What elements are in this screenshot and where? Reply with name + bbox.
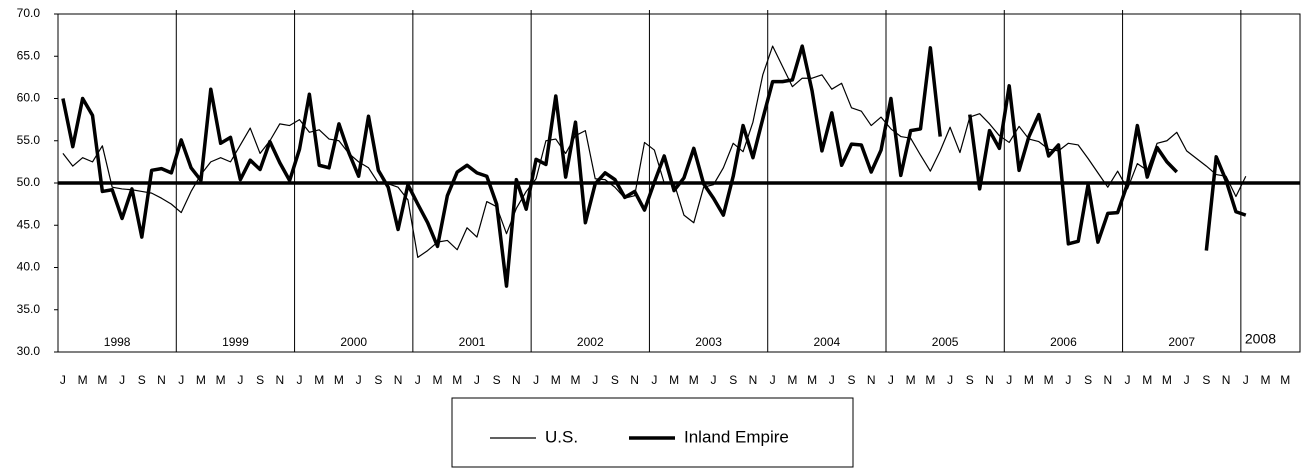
x-tick-label: J	[888, 373, 894, 387]
x-tick-label: M	[216, 373, 226, 387]
x-tick-label: J	[119, 373, 125, 387]
x-tick-label: M	[807, 373, 817, 387]
x-tick-label: M	[334, 373, 344, 387]
x-tick-label: S	[493, 373, 501, 387]
x-tick-label: J	[1065, 373, 1071, 387]
x-tick-label: J	[711, 373, 717, 387]
year-label: 1998	[104, 335, 131, 349]
x-tick-label: S	[374, 373, 382, 387]
x-tick-label: S	[138, 373, 146, 387]
x-tick-label: N	[512, 373, 521, 387]
x-tick-label: M	[669, 373, 679, 387]
x-tick-label: M	[787, 373, 797, 387]
series-line	[62, 45, 1247, 258]
series-line	[61, 44, 1247, 288]
x-tick-label: M	[551, 373, 561, 387]
x-tick-label: M	[97, 373, 107, 387]
x-tick-label: N	[1103, 373, 1112, 387]
x-tick-label: M	[1044, 373, 1054, 387]
x-tick-label: M	[925, 373, 935, 387]
x-tick-label: S	[1084, 373, 1092, 387]
legend-label: Inland Empire	[684, 427, 789, 446]
x-tick-label: S	[256, 373, 264, 387]
x-tick-label: M	[1162, 373, 1172, 387]
x-tick-label: S	[611, 373, 619, 387]
x-tick-label: J	[178, 373, 184, 387]
x-tick-label: J	[829, 373, 835, 387]
x-tick-label: N	[157, 373, 166, 387]
x-tick-label: M	[689, 373, 699, 387]
x-tick-label: N	[394, 373, 403, 387]
year-label: 2000	[340, 335, 367, 349]
year-label: 2007	[1168, 335, 1195, 349]
year-label: 2006	[1050, 335, 1077, 349]
x-tick-label: M	[571, 373, 581, 387]
x-tick-label: J	[1006, 373, 1012, 387]
x-tick-label: J	[770, 373, 776, 387]
y-tick-label: 35.0	[17, 302, 41, 316]
year-label: 2004	[814, 335, 841, 349]
y-tick-label: 45.0	[17, 217, 41, 231]
x-tick-label: S	[847, 373, 855, 387]
x-tick-label: J	[947, 373, 953, 387]
y-tick-label: 65.0	[17, 48, 41, 62]
year-label: 2003	[695, 335, 722, 349]
x-tick-label: S	[729, 373, 737, 387]
y-tick-label: 50.0	[17, 175, 41, 189]
x-tick-label: M	[433, 373, 443, 387]
year-label: 1999	[222, 335, 249, 349]
x-tick-label: J	[237, 373, 243, 387]
y-tick-label: 70.0	[17, 6, 41, 20]
x-tick-label: M	[1142, 373, 1152, 387]
x-tick-label: M	[452, 373, 462, 387]
year-label: 2008	[1245, 331, 1276, 347]
x-tick-label: J	[651, 373, 657, 387]
x-tick-label: M	[1280, 373, 1290, 387]
x-tick-label: M	[906, 373, 916, 387]
legend-label: U.S.	[545, 427, 578, 446]
y-tick-label: 40.0	[17, 260, 41, 274]
legend-box	[451, 397, 854, 468]
year-label: 2001	[459, 335, 486, 349]
year-label: 2002	[577, 335, 604, 349]
x-tick-label: N	[985, 373, 994, 387]
x-tick-label: J	[474, 373, 480, 387]
x-tick-label: N	[1222, 373, 1231, 387]
x-tick-label: M	[78, 373, 88, 387]
x-tick-label: J	[592, 373, 598, 387]
x-tick-label: M	[1261, 373, 1271, 387]
x-tick-label: J	[415, 373, 421, 387]
x-tick-label: S	[966, 373, 974, 387]
x-tick-label: M	[314, 373, 324, 387]
x-tick-label: J	[1184, 373, 1190, 387]
x-tick-label: M	[1024, 373, 1034, 387]
y-tick-label: 30.0	[17, 344, 41, 358]
x-tick-label: M	[196, 373, 206, 387]
x-tick-label: J	[1243, 373, 1249, 387]
x-tick-label: J	[60, 373, 66, 387]
x-tick-label: J	[1125, 373, 1131, 387]
x-tick-label: S	[1202, 373, 1210, 387]
x-tick-label: J	[297, 373, 303, 387]
y-tick-label: 60.0	[17, 91, 41, 105]
x-tick-label: N	[275, 373, 284, 387]
x-tick-label: J	[356, 373, 362, 387]
x-tick-label: J	[533, 373, 539, 387]
year-label: 2005	[932, 335, 959, 349]
x-tick-label: N	[630, 373, 639, 387]
x-tick-label: N	[867, 373, 876, 387]
x-tick-label: N	[749, 373, 758, 387]
y-tick-label: 55.0	[17, 133, 41, 147]
